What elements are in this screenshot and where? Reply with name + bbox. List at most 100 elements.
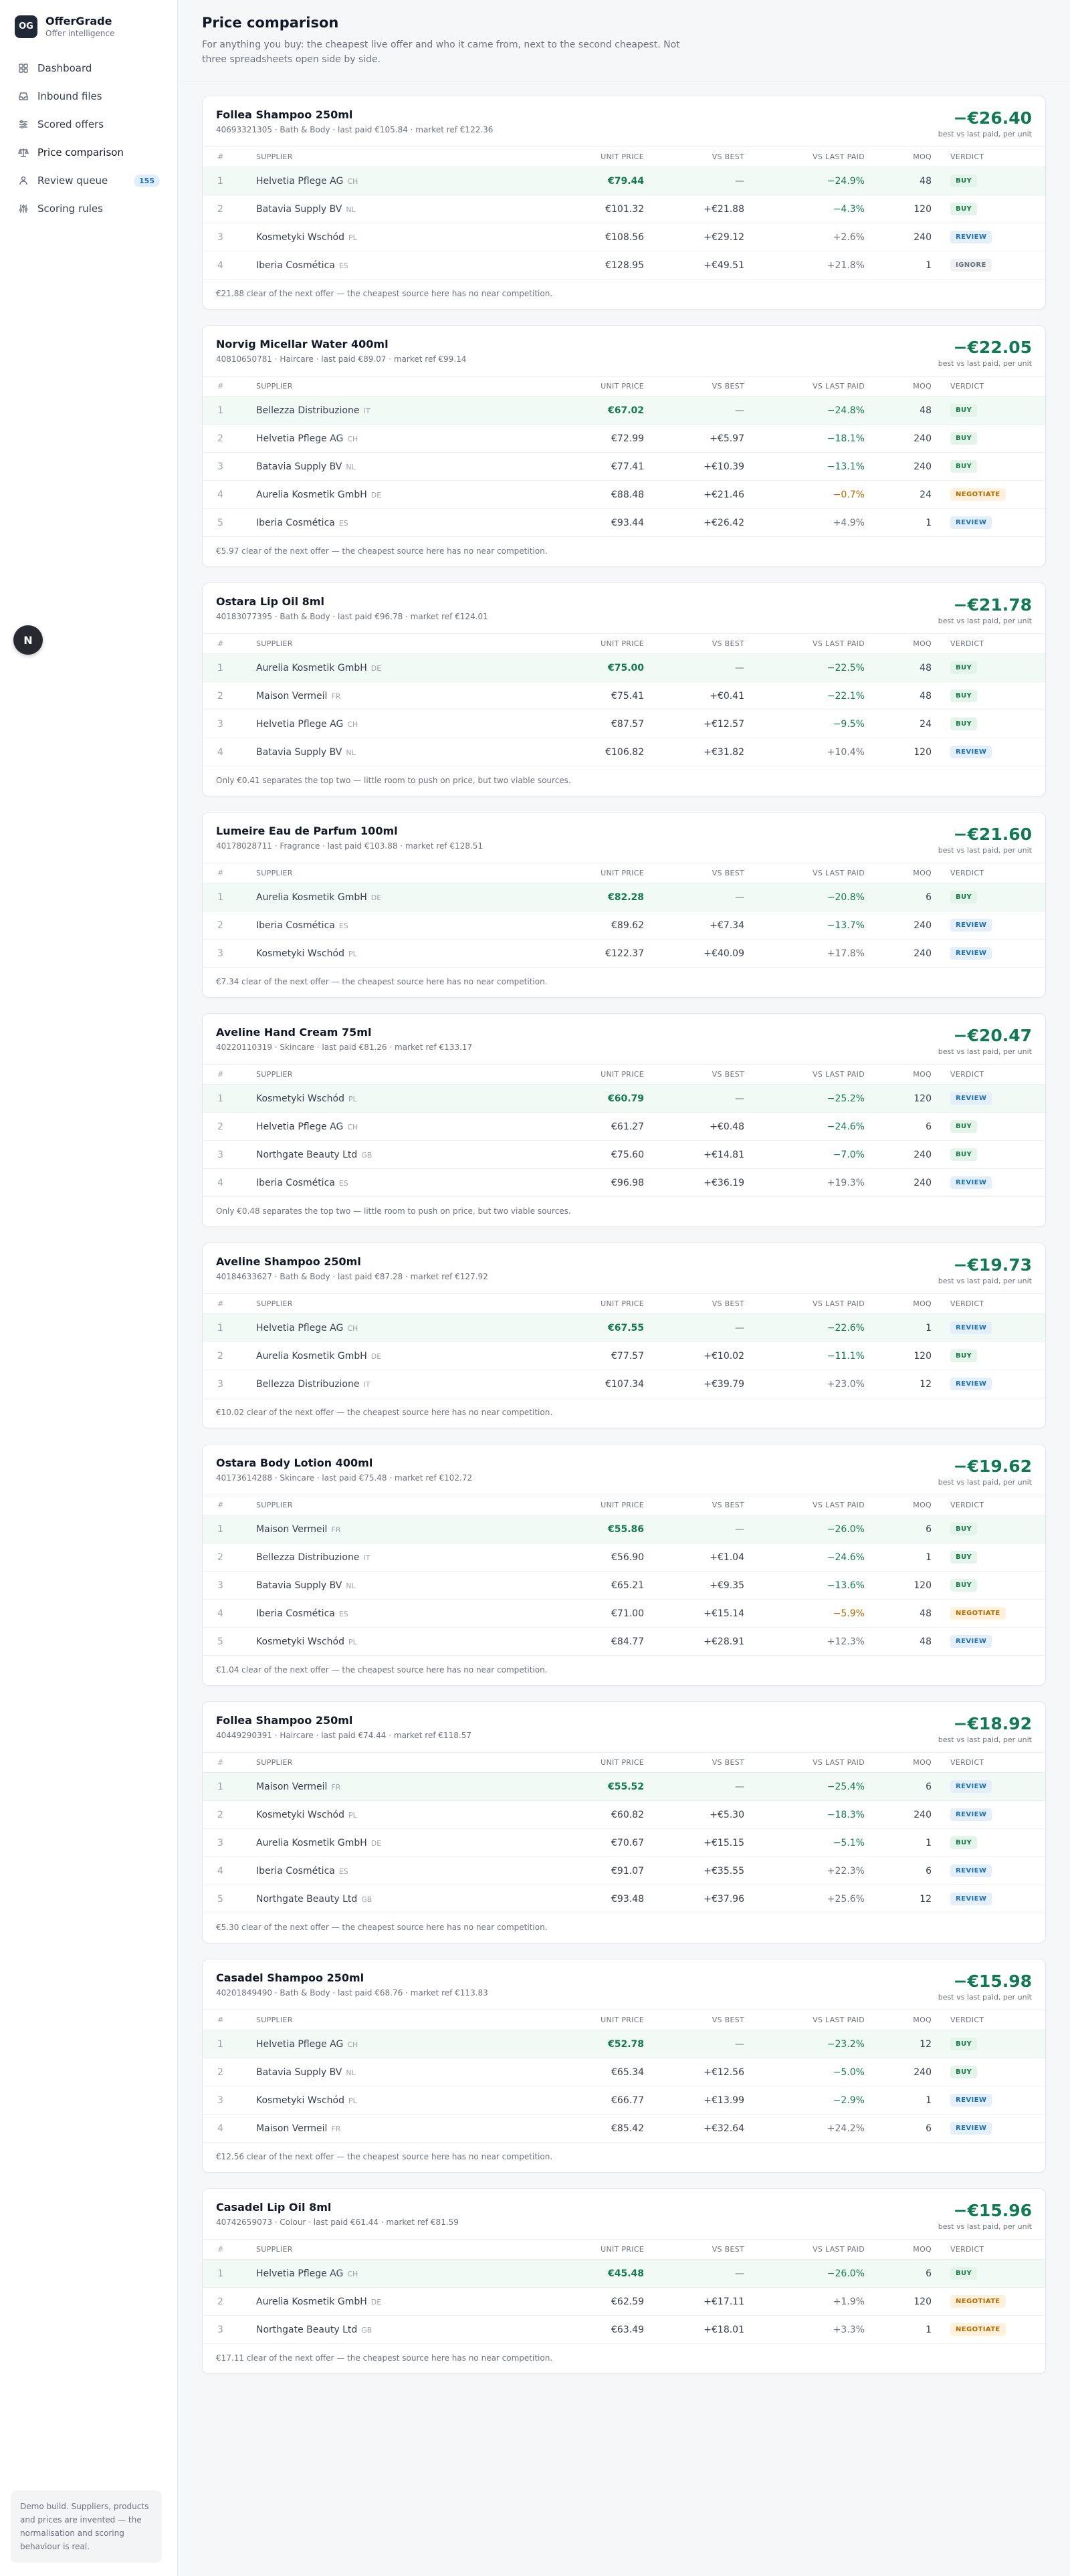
sidebar-item-scored-offers[interactable]: Scored offers <box>8 110 169 138</box>
offer-row[interactable]: 4 Aurelia Kosmetik GmbH DE €88.48 +€21.46 −0.… <box>203 480 1045 509</box>
supplier-name[interactable]: Northgate Beauty Ltd <box>256 1149 358 1160</box>
offer-row[interactable]: 3 Kosmetyki Wschód PL €66.77 +€13.99 −2.9% 1 RE… <box>203 2086 1045 2115</box>
supplier-name[interactable]: Bellezza Distribuzione <box>256 1378 360 1390</box>
product-name[interactable]: Casadel Shampoo 250ml <box>216 1971 364 1984</box>
offer-row[interactable]: 2 Batavia Supply BV NL €65.34 +€12.56 −5.0% 24… <box>203 2058 1045 2086</box>
supplier-name[interactable]: Helvetia Pflege AG <box>256 2038 344 2050</box>
offer-row[interactable]: 4 Maison Vermeil FR €85.42 +€32.64 +24.2% 6 REV… <box>203 2114 1045 2143</box>
offer-row[interactable]: 2 Helvetia Pflege AG CH €72.99 +€5.97 −18.1% 2… <box>203 424 1045 453</box>
supplier-name[interactable]: Batavia Supply BV <box>256 746 342 758</box>
supplier-name[interactable]: Kosmetyki Wschód <box>256 948 344 959</box>
supplier-name[interactable]: Aurelia Kosmetik GmbH <box>256 1350 367 1362</box>
supplier-name[interactable]: Aurelia Kosmetik GmbH <box>256 2296 367 2307</box>
supplier-name[interactable]: Kosmetyki Wschód <box>256 231 344 243</box>
offer-row[interactable]: 3 Kosmetyki Wschód PL €122.37 +€40.09 +17.8% 2… <box>203 939 1045 968</box>
supplier-name[interactable]: Helvetia Pflege AG <box>256 1322 344 1333</box>
supplier-name[interactable]: Batavia Supply BV <box>256 203 342 215</box>
supplier-name[interactable]: Northgate Beauty Ltd <box>256 2324 358 2335</box>
offer-row[interactable]: 2 Kosmetyki Wschód PL €60.82 +€5.30 −18.3% 240… <box>203 1800 1045 1829</box>
offer-row[interactable]: 1 Helvetia Pflege AG CH €79.44— −24.9% 48 BUY <box>203 167 1045 195</box>
product-name[interactable]: Lumeire Eau de Parfum 100ml <box>216 825 398 837</box>
offer-row[interactable]: 1 Maison Vermeil FR €55.52— −25.4% 6 REVIEW <box>203 1772 1045 1801</box>
offer-row[interactable]: 2 Aurelia Kosmetik GmbH DE €77.57 +€10.02 −11… <box>203 1341 1045 1370</box>
offer-row[interactable]: 3 Helvetia Pflege AG CH €87.57 +€12.57 −9.5% 2… <box>203 710 1045 738</box>
offer-row[interactable]: 1 Kosmetyki Wschód PL €60.79— −25.2% 120 REVIE… <box>203 1084 1045 1113</box>
sidebar-item-scoring-rules[interactable]: Scoring rules <box>8 195 169 223</box>
brand[interactable]: OG OfferGrade Offer intelligence <box>0 0 177 50</box>
offer-row[interactable]: 1 Aurelia Kosmetik GmbH DE €75.00— −22.5% 48 B… <box>203 653 1045 682</box>
product-name[interactable]: Aveline Shampoo 250ml <box>216 1255 361 1268</box>
supplier-name[interactable]: Helvetia Pflege AG <box>256 1121 344 1132</box>
supplier-name[interactable]: Northgate Beauty Ltd <box>256 1893 358 1905</box>
supplier-name[interactable]: Maison Vermeil <box>256 2123 328 2134</box>
supplier-name[interactable]: Iberia Cosmética <box>256 1865 335 1876</box>
supplier-name[interactable]: Bellezza Distribuzione <box>256 1551 360 1563</box>
supplier-name[interactable]: Kosmetyki Wschód <box>256 1809 344 1820</box>
offer-row[interactable]: 4 Iberia Cosmética ES €128.95 +€49.51 +21.8% 1… <box>203 251 1045 280</box>
supplier-name[interactable]: Batavia Supply BV <box>256 2066 342 2078</box>
offer-row[interactable]: 2 Helvetia Pflege AG CH €61.27 +€0.48 −24.6% 6… <box>203 1112 1045 1141</box>
offer-row[interactable]: 5 Iberia Cosmética ES €93.44 +€26.42 +4.9% 1 RE… <box>203 508 1045 537</box>
table-header-row: # Supplier Unit price vs best vs last paid MO… <box>203 146 1045 167</box>
offer-row[interactable]: 1 Maison Vermeil FR €55.86— −26.0% 6 BUY <box>203 1515 1045 1543</box>
sidebar-item-review-queue[interactable]: Review queue 155 <box>8 167 169 195</box>
supplier-name[interactable]: Helvetia Pflege AG <box>256 175 344 187</box>
supplier-name[interactable]: Maison Vermeil <box>256 1523 328 1535</box>
supplier-name[interactable]: Iberia Cosmética <box>256 1177 335 1188</box>
offer-row[interactable]: 3 Northgate Beauty Ltd GB €75.60 +€14.81 −7.0… <box>203 1140 1045 1169</box>
supplier-name[interactable]: Iberia Cosmética <box>256 1608 335 1619</box>
supplier-name[interactable]: Batavia Supply BV <box>256 461 342 472</box>
offer-row[interactable]: 3 Aurelia Kosmetik GmbH DE €70.67 +€15.15 −5.… <box>203 1828 1045 1857</box>
supplier-name[interactable]: Maison Vermeil <box>256 690 328 702</box>
sidebar-item-dashboard[interactable]: Dashboard <box>8 54 169 82</box>
product-name[interactable]: Follea Shampoo 250ml <box>216 1714 353 1727</box>
offer-row[interactable]: 3 Batavia Supply BV NL €77.41 +€10.39 −13.1% 2… <box>203 452 1045 481</box>
product-name[interactable]: Follea Shampoo 250ml <box>216 108 353 121</box>
offer-row[interactable]: 4 Iberia Cosmética ES €96.98 +€36.19 +19.3% 24… <box>203 1168 1045 1197</box>
offer-row[interactable]: 5 Kosmetyki Wschód PL €84.77 +€28.91 +12.3% 48… <box>203 1627 1045 1656</box>
offer-row[interactable]: 3 Batavia Supply BV NL €65.21 +€9.35 −13.6% 12… <box>203 1571 1045 1600</box>
offer-row[interactable]: 4 Iberia Cosmética ES €91.07 +€35.55 +22.3% 6 R… <box>203 1856 1045 1885</box>
supplier-name[interactable]: Kosmetyki Wschód <box>256 1636 344 1647</box>
offer-row[interactable]: 2 Batavia Supply BV NL €101.32 +€21.88 −4.3% 1… <box>203 195 1045 223</box>
supplier-cell: Iberia Cosmética ES <box>256 1856 550 1885</box>
offer-row[interactable]: 1 Helvetia Pflege AG CH €67.55— −22.6% 1 REVIE… <box>203 1313 1045 1342</box>
supplier-name[interactable]: Maison Vermeil <box>256 1781 328 1792</box>
offer-row[interactable]: 2 Aurelia Kosmetik GmbH DE €62.59 +€17.11 +1.… <box>203 2287 1045 2316</box>
sidebar-item-inbound-files[interactable]: Inbound files <box>8 82 169 110</box>
supplier-name[interactable]: Iberia Cosmética <box>256 920 335 931</box>
offer-row[interactable]: 3 Bellezza Distribuzione IT €107.34 +€39.79 +… <box>203 1370 1045 1398</box>
product-name[interactable]: Ostara Lip Oil 8ml <box>216 595 324 608</box>
supplier-name[interactable]: Kosmetyki Wschód <box>256 1093 344 1104</box>
product-name[interactable]: Casadel Lip Oil 8ml <box>216 2201 332 2214</box>
offer-row[interactable]: 2 Maison Vermeil FR €75.41 +€0.41 −22.1% 48 BUY <box>203 681 1045 710</box>
supplier-name[interactable]: Aurelia Kosmetik GmbH <box>256 891 367 903</box>
offer-row[interactable]: 1 Bellezza Distribuzione IT €67.02— −24.8% 48… <box>203 396 1045 425</box>
supplier-name[interactable]: Aurelia Kosmetik GmbH <box>256 1837 367 1848</box>
supplier-name[interactable]: Helvetia Pflege AG <box>256 433 344 444</box>
offer-row[interactable]: 4 Batavia Supply BV NL €106.82 +€31.82 +10.4%… <box>203 738 1045 766</box>
supplier-name[interactable]: Aurelia Kosmetik GmbH <box>256 662 367 673</box>
supplier-name[interactable]: Helvetia Pflege AG <box>256 2268 344 2279</box>
supplier-name[interactable]: Iberia Cosmética <box>256 517 335 528</box>
supplier-name[interactable]: Iberia Cosmética <box>256 259 335 271</box>
product-name[interactable]: Norvig Micellar Water 400ml <box>216 338 389 350</box>
offer-row[interactable]: 1 Helvetia Pflege AG CH €52.78— −23.2% 12 BUY <box>203 2030 1045 2058</box>
offer-row[interactable]: 4 Iberia Cosmética ES €71.00 +€15.14 −5.9% 48 N… <box>203 1599 1045 1628</box>
supplier-name[interactable]: Batavia Supply BV <box>256 1580 342 1591</box>
offer-row[interactable]: 5 Northgate Beauty Ltd GB €93.48 +€37.96 +25.… <box>203 1885 1045 1913</box>
product-name[interactable]: Aveline Hand Cream 75ml <box>216 1026 372 1039</box>
supplier-name[interactable]: Bellezza Distribuzione <box>256 405 360 416</box>
floating-action-button[interactable]: N <box>13 625 43 655</box>
product-name[interactable]: Ostara Body Lotion 400ml <box>216 1457 373 1469</box>
offer-row[interactable]: 3 Northgate Beauty Ltd GB €63.49 +€18.01 +3.3… <box>203 2315 1045 2344</box>
offer-row[interactable]: 2 Bellezza Distribuzione IT €56.90 +€1.04 −24… <box>203 1543 1045 1572</box>
supplier-name[interactable]: Kosmetyki Wschód <box>256 2095 344 2106</box>
sidebar-item-price-comparison[interactable]: Price comparison <box>8 138 169 167</box>
offer-row[interactable]: 1 Aurelia Kosmetik GmbH DE €82.28— −20.8% 6 BU… <box>203 883 1045 911</box>
offer-row[interactable]: 1 Helvetia Pflege AG CH €45.48— −26.0% 6 BUY <box>203 2259 1045 2288</box>
supplier-name[interactable]: Helvetia Pflege AG <box>256 718 344 730</box>
offer-row[interactable]: 2 Iberia Cosmética ES €89.62 +€7.34 −13.7% 240… <box>203 911 1045 940</box>
supplier-name[interactable]: Aurelia Kosmetik GmbH <box>256 489 367 500</box>
offer-row[interactable]: 3 Kosmetyki Wschód PL €108.56 +€29.12 +2.6% 24… <box>203 223 1045 251</box>
